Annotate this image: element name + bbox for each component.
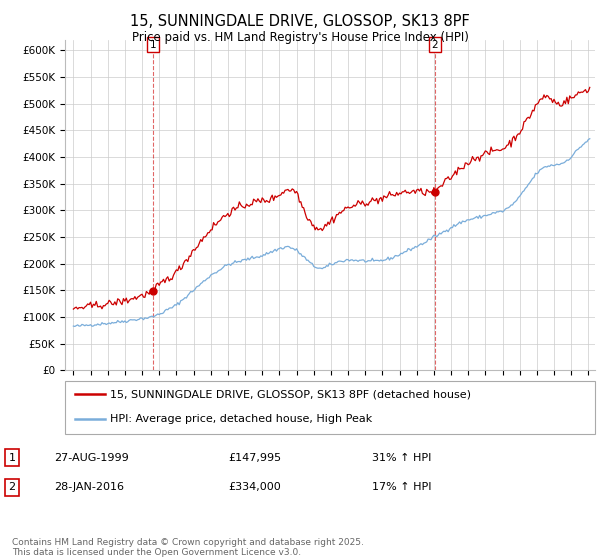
Text: 31% ↑ HPI: 31% ↑ HPI — [372, 452, 431, 463]
Text: 28-JAN-2016: 28-JAN-2016 — [54, 482, 124, 492]
Text: 2: 2 — [8, 482, 16, 492]
Text: HPI: Average price, detached house, High Peak: HPI: Average price, detached house, High… — [110, 414, 372, 424]
Text: 17% ↑ HPI: 17% ↑ HPI — [372, 482, 431, 492]
Text: Contains HM Land Registry data © Crown copyright and database right 2025.
This d: Contains HM Land Registry data © Crown c… — [12, 538, 364, 557]
FancyBboxPatch shape — [65, 381, 595, 434]
Text: £334,000: £334,000 — [228, 482, 281, 492]
Text: 2: 2 — [432, 40, 439, 50]
Text: 15, SUNNINGDALE DRIVE, GLOSSOP, SK13 8PF (detached house): 15, SUNNINGDALE DRIVE, GLOSSOP, SK13 8PF… — [110, 389, 471, 399]
Text: Price paid vs. HM Land Registry's House Price Index (HPI): Price paid vs. HM Land Registry's House … — [131, 31, 469, 44]
Text: 15, SUNNINGDALE DRIVE, GLOSSOP, SK13 8PF: 15, SUNNINGDALE DRIVE, GLOSSOP, SK13 8PF — [130, 14, 470, 29]
Text: 1: 1 — [8, 452, 16, 463]
Text: 1: 1 — [150, 40, 157, 50]
Text: £147,995: £147,995 — [228, 452, 281, 463]
Text: 27-AUG-1999: 27-AUG-1999 — [54, 452, 129, 463]
